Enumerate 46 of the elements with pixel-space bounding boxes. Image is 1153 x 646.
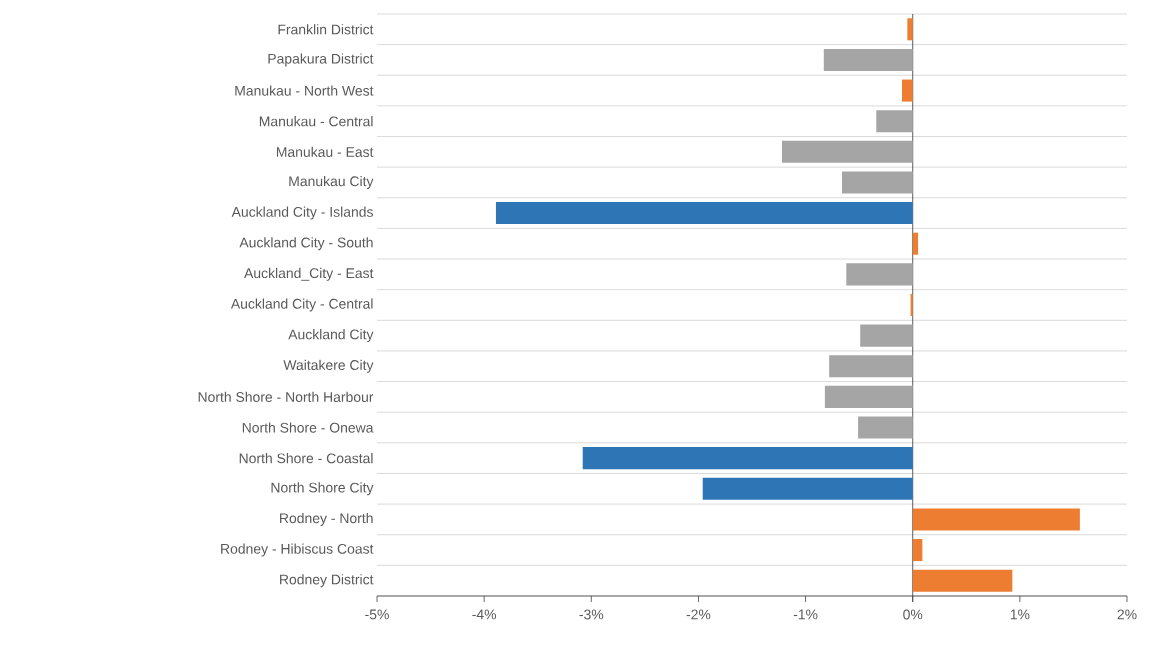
- x-tick-label: 1%: [1010, 609, 1030, 620]
- y-tick-label: Auckland_City - East: [244, 267, 374, 281]
- x-tick-label: -4%: [472, 609, 497, 620]
- bar: [842, 171, 913, 194]
- bar: [495, 202, 913, 225]
- bar: [702, 477, 913, 500]
- y-tick-label: Manukau - North West: [235, 85, 374, 96]
- bar: [912, 232, 919, 255]
- bar: [876, 110, 913, 133]
- y-tick-label: Rodney - Hibiscus Coast: [221, 543, 374, 557]
- x-tick-label: 2%: [1117, 609, 1137, 620]
- y-tick-label: Franklin District: [278, 24, 374, 35]
- y-tick-label: Auckland City: [288, 329, 374, 343]
- bar: [846, 263, 913, 286]
- bar: [912, 539, 923, 562]
- y-tick-label: Manukau - Central: [259, 116, 373, 127]
- bar: [582, 447, 913, 470]
- bar: [902, 79, 913, 102]
- y-tick-label: Manukau City: [289, 175, 374, 189]
- bar: [823, 48, 913, 71]
- y-tick-label: North Shore - North Harbour: [198, 391, 374, 403]
- y-tick-label: Waitakere City: [283, 359, 374, 373]
- x-tick-label: -2%: [686, 609, 711, 620]
- bar: [912, 569, 1013, 592]
- y-tick-label: Auckland City - Central: [230, 298, 373, 312]
- x-tick-label: -1%: [793, 609, 818, 620]
- bar: [860, 324, 913, 347]
- x-tick-label: -3%: [579, 609, 604, 620]
- bar: [782, 140, 913, 163]
- y-tick-label: Auckland City - South: [239, 237, 373, 251]
- y-tick-label: North Shore - Coastal: [239, 453, 373, 464]
- bar: [858, 416, 913, 439]
- bar: [824, 385, 913, 408]
- y-tick-label: Manukau - East: [276, 146, 374, 157]
- y-tick-label: North Shore City: [271, 482, 374, 496]
- y-tick-label: Papakura District: [268, 53, 374, 67]
- bar: [910, 293, 913, 317]
- bar: [907, 18, 913, 41]
- x-tick-label: 0%: [903, 609, 923, 620]
- y-tick-label: North Shore - Onewa: [242, 422, 374, 433]
- bar: [829, 355, 913, 378]
- y-tick-label: Rodney District: [280, 574, 374, 588]
- y-tick-label: Auckland City - Islands: [231, 206, 373, 220]
- x-tick-label: -5%: [365, 609, 389, 620]
- y-tick-label: Rodney - North: [280, 512, 373, 526]
- bar: [912, 508, 1080, 531]
